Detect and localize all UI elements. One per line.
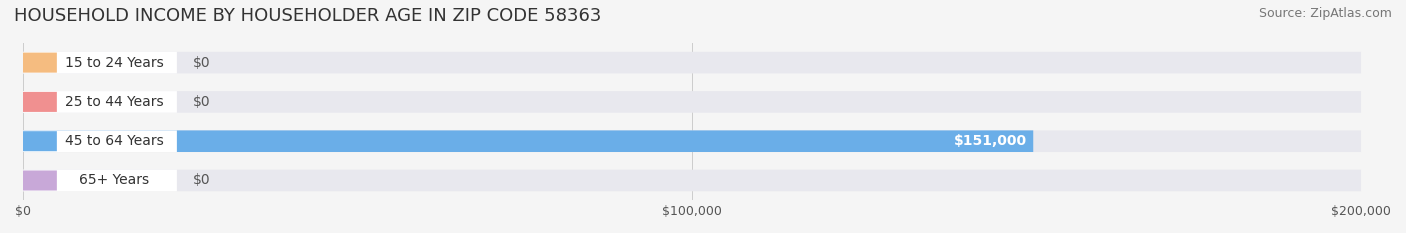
FancyBboxPatch shape	[22, 130, 1361, 152]
FancyBboxPatch shape	[22, 52, 177, 73]
FancyBboxPatch shape	[22, 131, 56, 151]
Text: 45 to 64 Years: 45 to 64 Years	[65, 134, 165, 148]
FancyBboxPatch shape	[22, 170, 1361, 191]
FancyBboxPatch shape	[22, 53, 56, 73]
Text: $0: $0	[193, 95, 211, 109]
Text: $0: $0	[193, 56, 211, 70]
FancyBboxPatch shape	[22, 52, 1361, 73]
Text: $151,000: $151,000	[953, 134, 1026, 148]
FancyBboxPatch shape	[22, 91, 1361, 113]
FancyBboxPatch shape	[22, 171, 56, 191]
FancyBboxPatch shape	[22, 91, 177, 113]
FancyBboxPatch shape	[22, 130, 1033, 152]
FancyBboxPatch shape	[22, 92, 56, 112]
Text: HOUSEHOLD INCOME BY HOUSEHOLDER AGE IN ZIP CODE 58363: HOUSEHOLD INCOME BY HOUSEHOLDER AGE IN Z…	[14, 7, 602, 25]
Text: Source: ZipAtlas.com: Source: ZipAtlas.com	[1258, 7, 1392, 20]
Text: 65+ Years: 65+ Years	[79, 174, 149, 188]
Text: 15 to 24 Years: 15 to 24 Years	[65, 56, 165, 70]
FancyBboxPatch shape	[22, 170, 177, 191]
Text: 25 to 44 Years: 25 to 44 Years	[65, 95, 163, 109]
FancyBboxPatch shape	[22, 130, 177, 152]
Text: $0: $0	[193, 174, 211, 188]
